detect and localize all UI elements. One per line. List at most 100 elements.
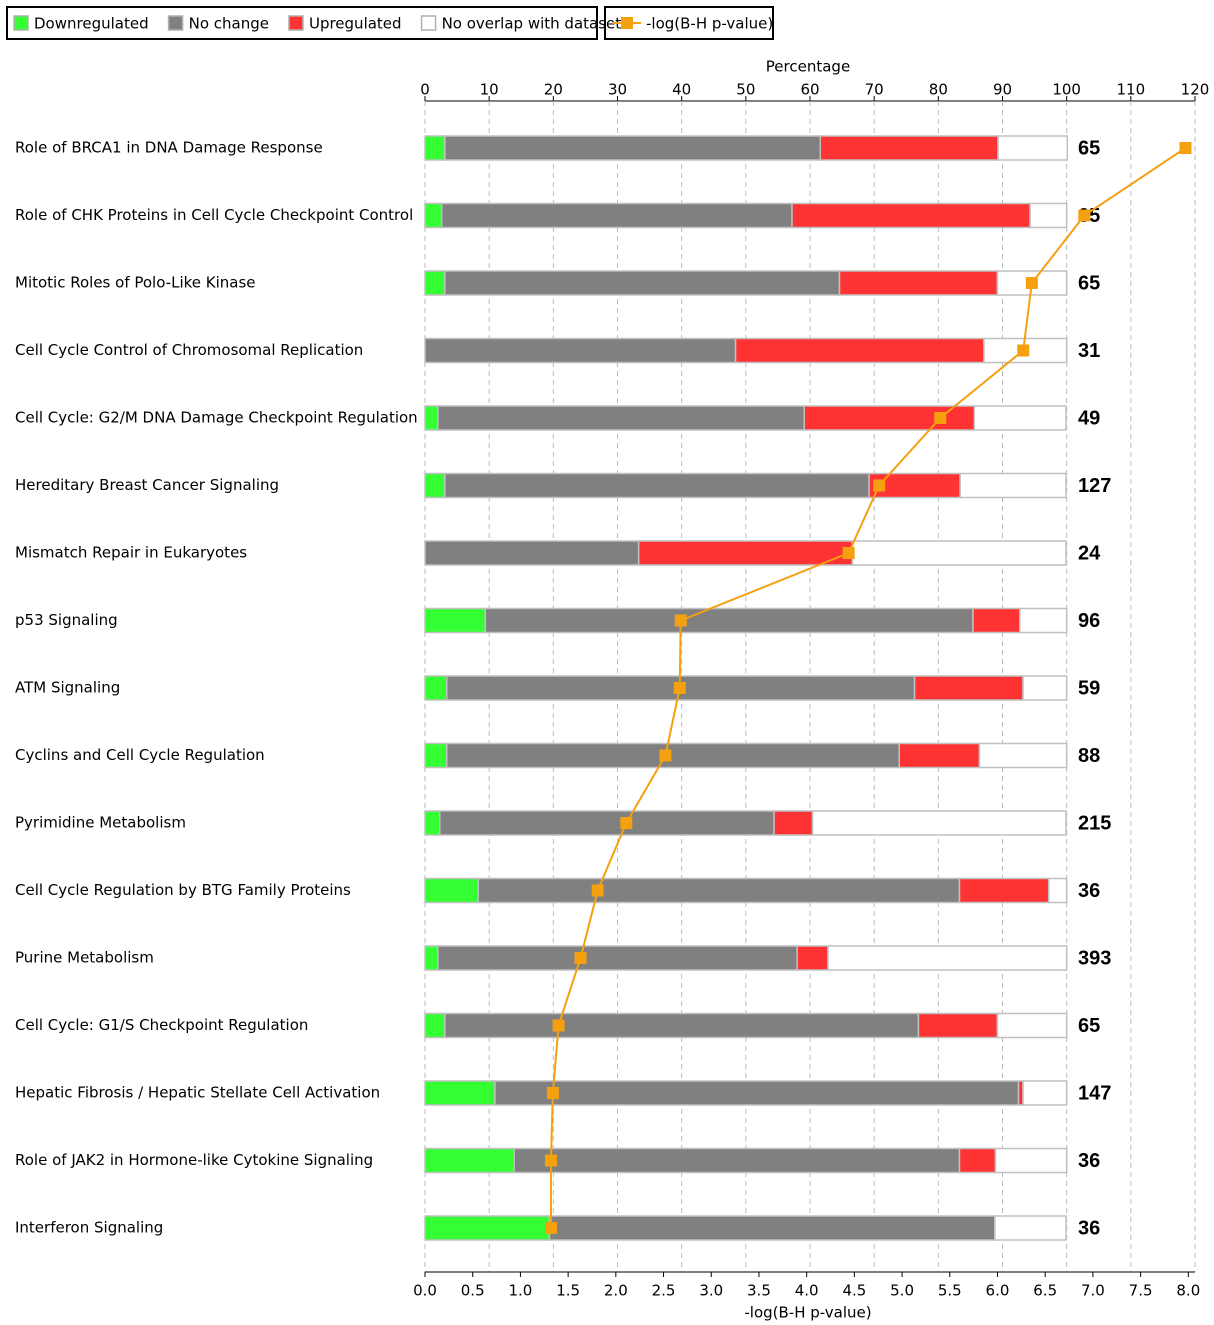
bar-segment	[851, 540, 1067, 566]
bar-segment	[997, 135, 1069, 161]
category-label: Role of CHK Proteins in Cell Cycle Check…	[15, 206, 413, 224]
bar-segment	[548, 1215, 996, 1241]
bar-segment	[424, 472, 446, 499]
bar-segment	[1022, 1080, 1068, 1106]
count-label: 127	[1078, 475, 1111, 497]
x-tick-label: 40	[672, 81, 691, 99]
bar-segment	[424, 675, 448, 701]
x2-axis-title: -log(B-H p-value)	[744, 1304, 871, 1322]
bar-segment	[424, 337, 737, 364]
x-tick-label: 110	[1117, 81, 1146, 99]
line-marker	[574, 952, 587, 964]
line-marker	[546, 1087, 559, 1099]
bar-segment	[819, 135, 999, 161]
x2-tick-label: 8.0	[1176, 1282, 1200, 1300]
x2-tick-label: 7.0	[1081, 1282, 1105, 1300]
line-marker	[1179, 142, 1192, 154]
bar-segment	[996, 1012, 1068, 1039]
legend-box	[6, 6, 598, 40]
line-marker	[1017, 344, 1030, 357]
bar-segment	[444, 1012, 920, 1039]
bar-segment	[838, 270, 999, 296]
category-label: Role of JAK2 in Hormone-like Cytokine Si…	[15, 1151, 373, 1169]
count-label: 393	[1078, 947, 1111, 969]
x2-tick-label: 3.0	[699, 1282, 723, 1300]
count-label: 88	[1078, 745, 1100, 767]
bar-segment	[513, 1147, 961, 1174]
x2-tick-label: 4.5	[842, 1282, 866, 1300]
category-label: Cell Cycle: G1/S Checkpoint Regulation	[15, 1016, 308, 1034]
category-label: Cell Cycle: G2/M DNA Damage Checkpoint R…	[15, 409, 418, 427]
x2-tick-label: 1.5	[556, 1282, 580, 1300]
x-tick-label: 20	[544, 81, 563, 99]
bar-segment	[958, 877, 1050, 904]
bar-segment	[898, 742, 981, 769]
category-label: Pyrimidine Metabolism	[15, 814, 186, 832]
count-label: 65	[1078, 272, 1100, 294]
bar-segment	[1029, 202, 1068, 229]
x-tick-label: 80	[929, 81, 948, 99]
line-marker	[620, 817, 633, 829]
legend-swatch	[13, 15, 29, 31]
legend-label: Downregulated	[34, 15, 149, 33]
bar-segment	[424, 1147, 515, 1174]
count-label: 36	[1078, 1217, 1100, 1239]
bar-segment	[484, 607, 974, 634]
bar-segment	[973, 405, 1067, 431]
category-label: ATM Signaling	[15, 679, 120, 697]
bar-segment	[734, 337, 985, 364]
count-label: 36	[1078, 880, 1100, 902]
x-tick-label: 50	[736, 81, 755, 99]
bar-segment	[424, 1012, 446, 1039]
x2-tick-label: 1.0	[508, 1282, 532, 1300]
x2-tick-label: 0.0	[413, 1282, 437, 1300]
count-label: 65	[1078, 137, 1100, 159]
bar-segment	[811, 810, 1067, 836]
line-marker	[873, 479, 886, 492]
x2-tick-label: 0.5	[461, 1282, 485, 1300]
bar-segment	[424, 742, 448, 769]
x2-tick-label: 3.5	[747, 1282, 771, 1300]
line-marker	[544, 1154, 557, 1167]
legend-swatch	[167, 15, 184, 31]
bar-segment	[994, 1215, 1067, 1241]
category-label: Mismatch Repair in Eukaryotes	[15, 544, 247, 562]
category-label: Hereditary Breast Cancer Signaling	[15, 476, 279, 494]
x2-tick-label: 6.5	[1033, 1282, 1057, 1300]
x-tick-label: 30	[608, 81, 627, 99]
legend-label: -log(B-H p-value)	[646, 15, 773, 33]
line-marker	[591, 884, 604, 897]
bar-segment	[424, 270, 446, 296]
count-label: 36	[1078, 1150, 1100, 1172]
x-tick-label: 100	[1052, 81, 1081, 99]
bar-segment	[440, 202, 793, 229]
line-marker	[544, 1222, 557, 1234]
line-marker	[934, 412, 947, 424]
count-label: 65	[1078, 1015, 1100, 1037]
line-marker	[1025, 277, 1038, 289]
count-label: 147	[1078, 1082, 1111, 1104]
count-label: 49	[1078, 407, 1100, 429]
bar-segment	[444, 270, 841, 296]
bar-segment	[994, 1147, 1068, 1174]
bar-segment	[1019, 607, 1068, 634]
x2-tick-label: 7.5	[1129, 1282, 1153, 1300]
bar-segment	[959, 472, 1067, 499]
line-marker	[674, 614, 687, 627]
bar-segment	[446, 742, 900, 769]
bar-segment	[827, 945, 1068, 971]
x2-tick-label: 5.5	[938, 1282, 962, 1300]
x-axis-title: Percentage	[766, 58, 850, 76]
count-label: 59	[1078, 677, 1100, 699]
bar-segment	[803, 405, 976, 431]
x2-tick-label: 2.5	[652, 1282, 676, 1300]
x2-tick-label: 6.0	[986, 1282, 1010, 1300]
category-label: p53 Signaling	[15, 611, 118, 629]
x2-tick-label: 5.0	[890, 1282, 914, 1300]
x-tick-label: 60	[800, 81, 819, 99]
bar-segment	[424, 810, 441, 836]
line-marker	[1078, 209, 1091, 222]
bar-segment	[917, 1012, 999, 1039]
bar-segment	[1022, 675, 1068, 701]
bar-segment	[424, 877, 480, 904]
